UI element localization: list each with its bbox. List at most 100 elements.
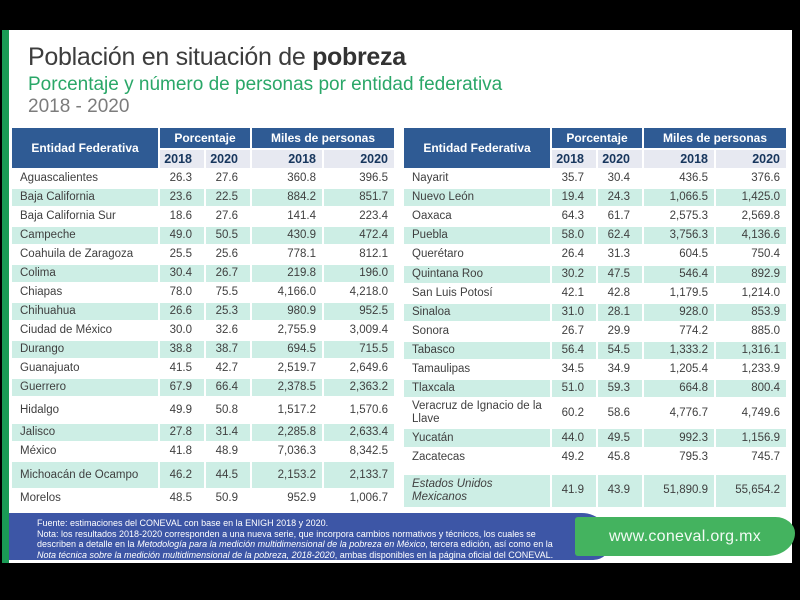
- table-row: Quintana Roo 30.2 47.5 546.4 892.9: [404, 265, 786, 283]
- entity-name-cell: Ciudad de México: [12, 322, 158, 339]
- value-cell: 42.1: [552, 284, 596, 302]
- value-cell: 49.0: [160, 227, 204, 244]
- table-row: Guanajuato 41.5 42.7 2,519.7 2,649.6: [12, 360, 394, 377]
- value-cell: 2,153.2: [252, 462, 322, 488]
- value-cell: 25.3: [206, 303, 250, 320]
- entity-name-cell: Chihuahua: [12, 303, 158, 320]
- value-cell: 27.6: [206, 208, 250, 225]
- entity-name-cell: Hidalgo: [12, 398, 158, 422]
- value-cell: 141.4: [252, 208, 322, 225]
- value-cell: 851.7: [324, 189, 394, 206]
- value-cell: 49.2: [552, 448, 596, 466]
- value-cell: 664.8: [644, 380, 714, 398]
- value-cell: 1,006.7: [324, 490, 394, 507]
- value-cell: 18.6: [160, 208, 204, 225]
- entity-name-cell: Nayarit: [404, 170, 550, 188]
- value-cell: 1,316.1: [716, 341, 786, 360]
- table-row: Morelos 48.5 50.9 952.9 1,006.7: [12, 490, 394, 507]
- value-cell: 774.2: [644, 322, 714, 340]
- value-cell: 51,890.9: [644, 467, 714, 507]
- table-row: Baja California 23.6 22.5 884.2 851.7: [12, 189, 394, 206]
- year-header: 2020: [206, 150, 250, 168]
- value-cell: 31.0: [552, 303, 596, 321]
- value-cell: 1,425.0: [716, 189, 786, 207]
- value-cell: 430.9: [252, 227, 322, 244]
- entity-name-cell: Michoacán de Ocampo: [12, 462, 158, 488]
- slide: Población en situación de pobreza Porcen…: [9, 30, 795, 563]
- note-text: Nota: los resultados 2018-2020 correspon…: [37, 529, 569, 561]
- value-cell: 750.4: [716, 246, 786, 264]
- value-cell: 1,214.0: [716, 284, 786, 302]
- value-cell: 26.6: [160, 303, 204, 320]
- left-accent-strip: [2, 30, 9, 563]
- value-cell: 4,136.6: [716, 227, 786, 245]
- value-cell: 7,036.3: [252, 443, 322, 460]
- entity-name-cell: Nuevo León: [404, 189, 550, 207]
- value-cell: 8,342.5: [324, 443, 394, 460]
- value-cell: 884.2: [252, 189, 322, 206]
- table-row: Campeche 49.0 50.5 430.9 472.4: [12, 227, 394, 244]
- value-cell: 30.2: [552, 265, 596, 283]
- value-cell: 25.6: [206, 246, 250, 263]
- entity-name-cell: Baja California Sur: [12, 208, 158, 225]
- entity-name-cell: Guerrero: [12, 379, 158, 396]
- value-cell: 66.4: [206, 379, 250, 396]
- table-row: Veracruz de Ignacio de la Llave 60.2 58.6 4…: [404, 399, 786, 428]
- value-cell: 2,133.7: [324, 462, 394, 488]
- table-row: Michoacán de Ocampo 46.2 44.5 2,153.2 2,133.…: [12, 462, 394, 488]
- footer-note-box: Fuente: estimaciones del CONEVAL con bas…: [9, 513, 611, 560]
- table-row: Tabasco 56.4 54.5 1,333.2 1,316.1: [404, 341, 786, 360]
- year-header: 2018: [160, 150, 204, 168]
- value-cell: 55,654.2: [716, 467, 786, 507]
- table-row: Chihuahua 26.6 25.3 980.9 952.5: [12, 303, 394, 320]
- value-cell: 49.9: [160, 398, 204, 422]
- value-cell: 50.5: [206, 227, 250, 244]
- value-cell: 26.4: [552, 246, 596, 264]
- table-row: Hidalgo 49.9 50.8 1,517.2 1,570.6: [12, 398, 394, 422]
- entity-name-cell: San Luis Potosí: [404, 284, 550, 302]
- value-cell: 28.1: [598, 303, 642, 321]
- table-body-left: Aguascalientes 26.3 27.6 360.8 396.5 Baja Cal…: [12, 170, 394, 507]
- value-cell: 2,649.6: [324, 360, 394, 377]
- value-cell: 47.5: [598, 265, 642, 283]
- value-cell: 25.5: [160, 246, 204, 263]
- value-cell: 78.0: [160, 284, 204, 301]
- table-row: Baja California Sur 18.6 27.6 141.4 223.4: [12, 208, 394, 225]
- value-cell: 1,179.5: [644, 284, 714, 302]
- table-row: Colima 30.4 26.7 219.8 196.0: [12, 265, 394, 282]
- value-cell: 980.9: [252, 303, 322, 320]
- entity-name-cell: Baja California: [12, 189, 158, 206]
- year-header: 2018: [552, 150, 596, 168]
- value-cell: 2,575.3: [644, 208, 714, 226]
- entity-name-cell: Tamaulipas: [404, 361, 550, 379]
- year-header: 2018: [644, 150, 714, 168]
- table-row: Sinaloa 31.0 28.1 928.0 853.9: [404, 303, 786, 321]
- entity-name-cell: Veracruz de Ignacio de la Llave: [404, 399, 550, 428]
- entity-name-cell: Morelos: [12, 490, 158, 507]
- value-cell: 62.4: [598, 227, 642, 245]
- value-cell: 885.0: [716, 322, 786, 340]
- value-cell: 546.4: [644, 265, 714, 283]
- value-cell: 3,756.3: [644, 227, 714, 245]
- value-cell: 22.5: [206, 189, 250, 206]
- value-cell: 27.6: [206, 170, 250, 187]
- entity-name-cell: Zacatecas: [404, 448, 550, 466]
- value-cell: 2,363.2: [324, 379, 394, 396]
- percentage-group-header: Porcentaje: [552, 128, 642, 148]
- value-cell: 58.6: [598, 399, 642, 428]
- table-row: Jalisco 27.8 31.4 2,285.8 2,633.4: [12, 424, 394, 441]
- value-cell: 31.4: [206, 424, 250, 441]
- value-cell: 64.3: [552, 208, 596, 226]
- value-cell: 715.5: [324, 341, 394, 358]
- entity-header-cell: Entidad Federativa: [404, 128, 550, 168]
- entity-name-cell: Colima: [12, 265, 158, 282]
- table-row: San Luis Potosí 42.1 42.8 1,179.5 1,214.0: [404, 284, 786, 302]
- value-cell: 32.6: [206, 322, 250, 339]
- entity-name-cell: Oaxaca: [404, 208, 550, 226]
- value-cell: 44.0: [552, 429, 596, 447]
- title-block: Población en situación de pobreza Porcen…: [28, 42, 502, 117]
- value-cell: 24.3: [598, 189, 642, 207]
- table-row: Puebla 58.0 62.4 3,756.3 4,136.6: [404, 227, 786, 245]
- table-row: Ciudad de México 30.0 32.6 2,755.9 3,009.4: [12, 322, 394, 339]
- value-cell: 61.7: [598, 208, 642, 226]
